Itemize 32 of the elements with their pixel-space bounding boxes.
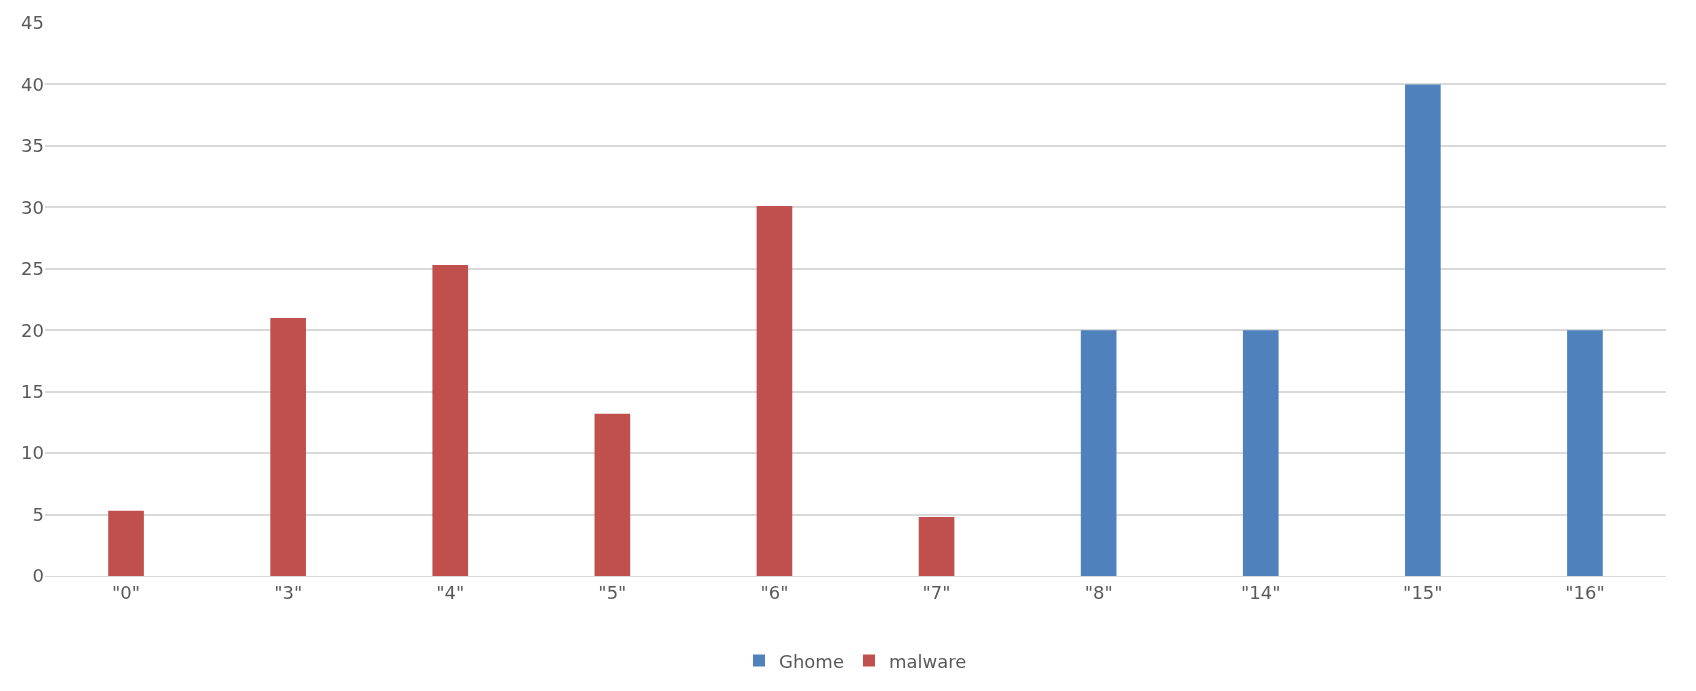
x-tick-label: "4" xyxy=(436,581,465,603)
x-tick-label: "16" xyxy=(1565,581,1605,603)
bar xyxy=(270,317,306,576)
x-tick-label: "7" xyxy=(922,581,951,603)
bar xyxy=(1405,84,1441,576)
legend-label: Ghome xyxy=(779,650,844,672)
y-tick-label: 5 xyxy=(32,503,44,525)
y-tick-label: 30 xyxy=(21,196,44,218)
bar xyxy=(1080,330,1117,576)
y-tick-label: 10 xyxy=(21,442,44,464)
x-tick-label: "3" xyxy=(274,581,303,603)
bar xyxy=(918,517,955,576)
y-tick-label: 15 xyxy=(21,380,44,402)
x-tick-label: "0" xyxy=(112,581,141,603)
x-tick-label: "8" xyxy=(1084,581,1113,603)
y-tick-label: 0 xyxy=(32,565,44,587)
y-tick-label: 20 xyxy=(21,319,44,341)
y-tick-label: 40 xyxy=(21,73,44,95)
bar xyxy=(1242,330,1279,576)
bar xyxy=(108,510,144,576)
bar xyxy=(432,265,469,576)
x-tick-label: "14" xyxy=(1241,581,1281,603)
x-tick-label: "5" xyxy=(598,581,627,603)
x-tick-label: "15" xyxy=(1403,581,1443,603)
bar xyxy=(1567,330,1603,576)
y-tick-label: 45 xyxy=(21,12,44,34)
x-tick-label: "6" xyxy=(760,581,789,603)
bar xyxy=(756,206,793,576)
y-tick-label: 25 xyxy=(21,258,44,280)
bar xyxy=(594,413,631,576)
legend-label: malware xyxy=(888,650,967,672)
y-tick-label: 35 xyxy=(21,135,44,157)
